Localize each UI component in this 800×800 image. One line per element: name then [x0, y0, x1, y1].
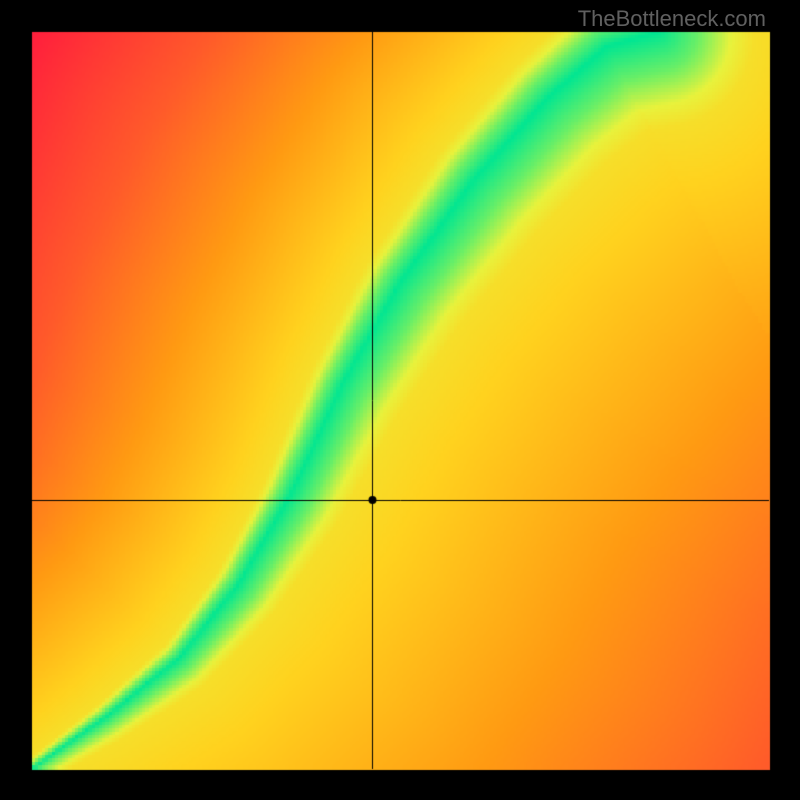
watermark-text: TheBottleneck.com [578, 6, 766, 32]
bottleneck-heatmap [0, 0, 800, 800]
chart-container: TheBottleneck.com [0, 0, 800, 800]
